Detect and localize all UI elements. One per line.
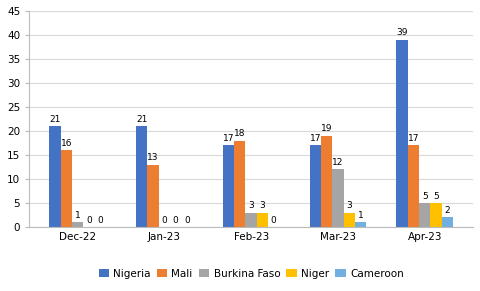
Bar — [408, 146, 419, 227]
Text: 17: 17 — [223, 134, 234, 143]
Bar — [147, 165, 159, 227]
Bar — [396, 40, 408, 227]
Text: 5: 5 — [433, 191, 439, 200]
Text: 18: 18 — [234, 129, 246, 138]
Text: 3: 3 — [260, 201, 265, 210]
Text: 1: 1 — [75, 211, 81, 220]
Text: 3: 3 — [248, 201, 254, 210]
Bar — [136, 126, 147, 227]
Bar — [431, 203, 442, 227]
Bar — [419, 203, 431, 227]
Bar — [257, 213, 268, 227]
Text: 1: 1 — [358, 211, 363, 220]
Text: 13: 13 — [147, 153, 159, 162]
Text: 0: 0 — [271, 216, 276, 225]
Bar — [310, 146, 321, 227]
Text: 39: 39 — [396, 28, 408, 37]
Text: 21: 21 — [136, 115, 147, 124]
Text: 16: 16 — [60, 139, 72, 148]
Text: 3: 3 — [346, 201, 352, 210]
Bar — [234, 141, 245, 227]
Bar — [321, 136, 332, 227]
Bar — [245, 213, 257, 227]
Text: 0: 0 — [173, 216, 179, 225]
Legend: Nigeria, Mali, Burkina Faso, Niger, Cameroon: Nigeria, Mali, Burkina Faso, Niger, Came… — [98, 269, 404, 279]
Bar — [442, 217, 453, 227]
Text: 0: 0 — [86, 216, 92, 225]
Bar — [60, 150, 72, 227]
Bar — [344, 213, 355, 227]
Text: 5: 5 — [422, 191, 428, 200]
Text: 12: 12 — [332, 158, 344, 167]
Text: 19: 19 — [321, 124, 332, 133]
Text: 0: 0 — [97, 216, 103, 225]
Text: 21: 21 — [49, 115, 61, 124]
Text: 17: 17 — [310, 134, 321, 143]
Bar — [72, 222, 83, 227]
Bar — [223, 146, 234, 227]
Text: 0: 0 — [161, 216, 167, 225]
Text: 2: 2 — [444, 206, 450, 215]
Bar — [49, 126, 60, 227]
Bar — [355, 222, 366, 227]
Text: 0: 0 — [184, 216, 190, 225]
Text: 17: 17 — [408, 134, 419, 143]
Bar — [332, 169, 344, 227]
